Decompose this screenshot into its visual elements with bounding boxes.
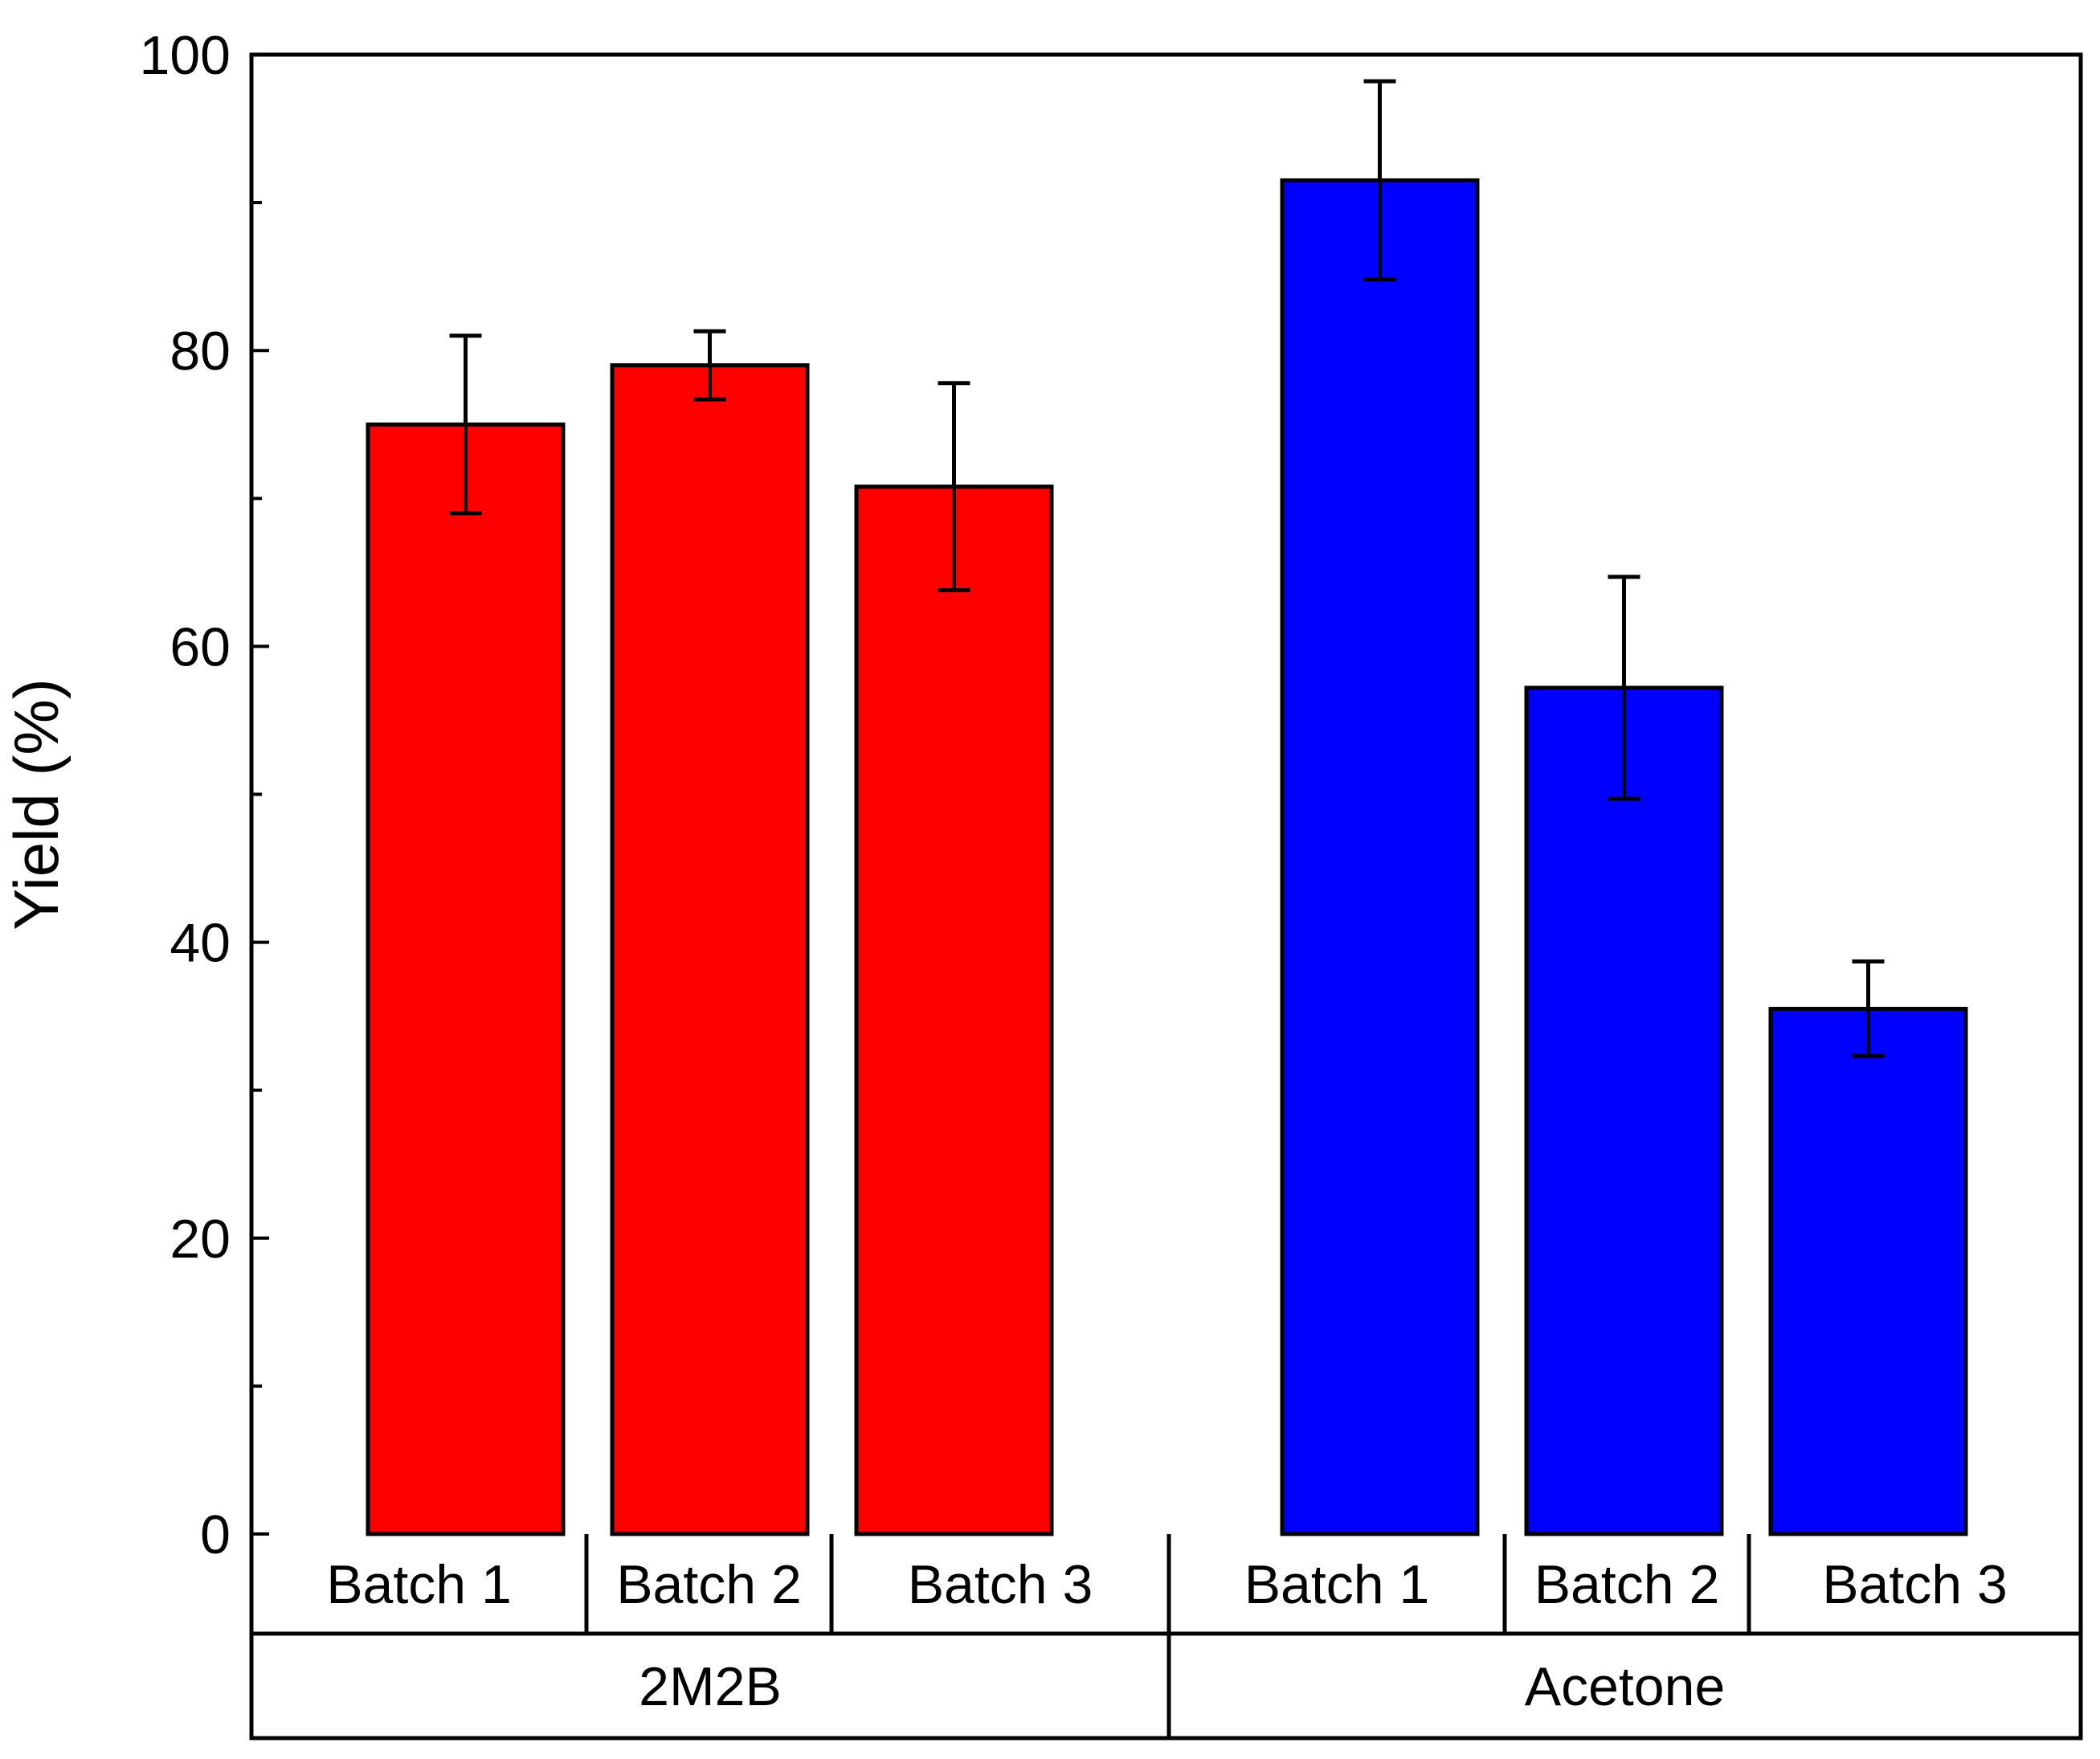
group-label: Acetone: [1525, 1656, 1726, 1717]
bar-2m2b-batch-3: [854, 485, 1054, 1536]
y-axis-ticks: 0 20 40 60 80 100: [140, 25, 269, 1565]
group-label: 2M2B: [639, 1656, 782, 1717]
y-tick-label: 40: [170, 913, 231, 974]
y-tick-label: 20: [170, 1209, 231, 1270]
bars: [366, 178, 1968, 1536]
batch-label: Batch 3: [1822, 1554, 2008, 1615]
y-tick-label: 0: [200, 1504, 231, 1565]
category-table: Batch 1 Batch 2 Batch 3 2M2B Batch 1 Batch 2 B…: [251, 1534, 2081, 1738]
y-tick-label: 80: [170, 321, 231, 382]
y-tick-label: 60: [170, 616, 231, 677]
batch-label: Batch 1: [326, 1554, 512, 1615]
bar-acetone-batch-3: [1768, 1006, 1968, 1536]
error-bars: [449, 79, 1885, 1058]
batch-label: Batch 1: [1244, 1554, 1430, 1615]
batch-label: Batch 2: [616, 1554, 802, 1615]
bar-2m2b-batch-2: [610, 363, 810, 1536]
bar-2m2b-batch-1: [366, 422, 566, 1536]
batch-label: Batch 3: [908, 1554, 1093, 1615]
bar-acetone-batch-2: [1524, 685, 1724, 1536]
y-tick-label: 100: [140, 25, 231, 86]
batch-label: Batch 2: [1534, 1554, 1720, 1615]
plot-frame: [249, 52, 2083, 1741]
bar-acetone-batch-1: [1280, 178, 1480, 1536]
y-axis-label: Yield (%): [1, 678, 71, 931]
